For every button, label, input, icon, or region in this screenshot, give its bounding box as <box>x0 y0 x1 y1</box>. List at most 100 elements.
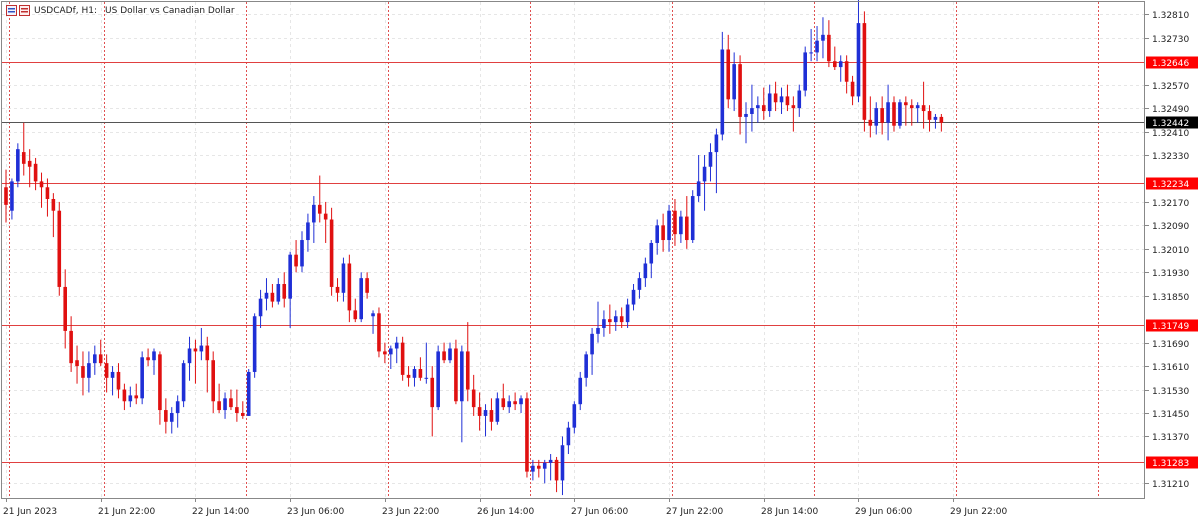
candle-body <box>590 333 594 355</box>
candle <box>756 96 760 123</box>
candle-body <box>886 102 890 123</box>
candle-body <box>104 363 109 378</box>
candle-body <box>436 351 440 408</box>
candle-body <box>45 187 50 199</box>
candle <box>57 201 62 296</box>
candle-body <box>744 113 748 117</box>
candle <box>927 105 932 132</box>
candle-body <box>833 61 837 68</box>
candle <box>631 284 636 311</box>
candle <box>637 272 642 299</box>
candle-body <box>661 225 665 241</box>
symbol-description: US Dollar vs Canadian Dollar <box>105 6 235 16</box>
candle-body <box>294 254 298 267</box>
candle-body <box>797 90 802 109</box>
candle <box>10 178 14 220</box>
candle-body <box>525 398 529 472</box>
candle-body <box>613 316 618 323</box>
candle-body <box>282 284 287 299</box>
candle <box>51 193 56 238</box>
candle <box>430 366 435 437</box>
candle <box>276 278 281 305</box>
candle-body <box>246 371 251 416</box>
candle-body <box>921 105 926 112</box>
candle-body <box>4 187 8 205</box>
candle <box>501 383 506 411</box>
candle-body <box>424 377 429 379</box>
candle <box>921 81 926 129</box>
candle-body <box>513 401 517 405</box>
candle <box>525 392 529 478</box>
candle <box>389 345 393 370</box>
candle-body <box>655 225 659 243</box>
candle <box>454 339 458 405</box>
time-tick-label: 29 Jun 22:00 <box>950 507 1007 517</box>
candle-body <box>448 348 452 361</box>
candle-body <box>306 222 310 241</box>
candle <box>406 366 411 387</box>
candle-body <box>696 181 701 197</box>
time-tick-label: 27 Jun 06:00 <box>571 507 628 517</box>
candle-body <box>164 410 168 422</box>
candle-body <box>779 96 784 103</box>
level-label: 1.31283 <box>1152 459 1189 469</box>
candle <box>199 327 204 361</box>
candle-body <box>394 342 399 349</box>
candle-body <box>915 105 920 109</box>
candle-body <box>134 395 139 399</box>
candle-body <box>288 254 292 299</box>
candle-body <box>809 52 813 54</box>
candle <box>584 351 588 387</box>
candle-body <box>619 316 624 323</box>
candle <box>667 204 671 252</box>
candle-body <box>51 198 56 211</box>
candle-body <box>98 354 103 364</box>
period-separators <box>9 2 1099 498</box>
candle-body <box>862 23 867 120</box>
candle-body <box>501 398 506 408</box>
candle-body <box>637 278 642 290</box>
candle-body <box>205 345 210 361</box>
candle-body <box>702 166 707 182</box>
candle <box>590 327 594 375</box>
candle <box>726 34 731 109</box>
level-label: 1.32234 <box>1152 180 1189 190</box>
candle <box>761 87 766 120</box>
price-tick-label: 1.32730 <box>1152 35 1189 45</box>
candle <box>471 374 476 416</box>
candle-body <box>341 263 346 293</box>
candle <box>323 201 328 243</box>
candle-body <box>418 369 423 378</box>
candle-body <box>465 351 470 390</box>
candle <box>264 278 269 311</box>
candle-body <box>827 34 831 62</box>
candle-body <box>477 407 482 416</box>
candle-body <box>21 152 26 164</box>
candle <box>98 339 103 367</box>
candle <box>371 310 375 334</box>
candle-body <box>460 351 464 402</box>
candle <box>744 102 748 144</box>
candle-body <box>685 216 689 241</box>
candle-body <box>146 357 150 361</box>
candle <box>578 371 583 411</box>
candle-body <box>726 49 731 100</box>
candle <box>608 304 612 334</box>
candle <box>685 196 689 249</box>
candle <box>229 389 233 411</box>
candle <box>880 96 884 135</box>
candle <box>596 301 600 343</box>
candle-body <box>187 348 192 364</box>
candle <box>560 436 565 496</box>
price-tick-label: 1.31850 <box>1152 293 1189 303</box>
candle-body <box>389 348 393 355</box>
candle <box>850 75 855 106</box>
candle-body <box>264 292 269 299</box>
candle <box>513 392 517 411</box>
candle-body <box>211 360 215 402</box>
candle <box>489 398 494 431</box>
chart-window-icon[interactable] <box>6 5 30 17</box>
candle-body <box>365 278 369 293</box>
